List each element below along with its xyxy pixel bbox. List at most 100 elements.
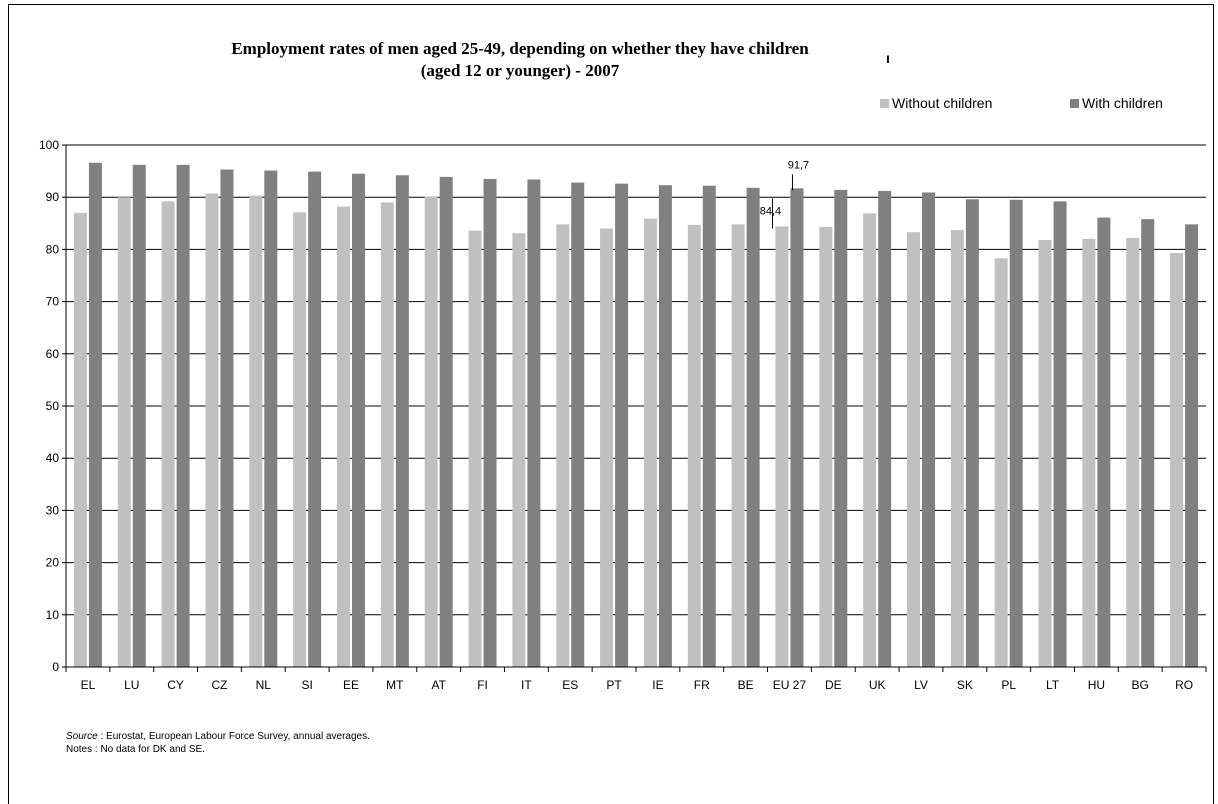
bar-without-ee	[337, 206, 350, 667]
x-tick-label: MT	[386, 678, 404, 692]
bar-without-mt	[380, 202, 394, 668]
bar-with-si	[308, 171, 322, 667]
bar-with-nl	[264, 170, 278, 667]
bar-with-fi	[483, 178, 497, 667]
bar-without-it	[512, 233, 526, 667]
bar-with-lt	[1053, 201, 1067, 667]
bar-without-uk	[863, 213, 877, 667]
bar-without-eu-27	[775, 226, 789, 667]
bar-with-lu	[132, 164, 146, 667]
bar-without-cy	[161, 201, 175, 667]
legend-item-without: Without children	[880, 95, 992, 111]
x-tick-label: EL	[81, 678, 96, 692]
chart-frame	[8, 4, 1214, 804]
x-tick-label: LU	[124, 678, 139, 692]
notes-text: Notes : No data for DK and SE.	[66, 744, 205, 755]
y-tick-label: 40	[46, 451, 60, 465]
stray-mark: ı	[886, 50, 890, 66]
legend-swatch-without	[880, 98, 889, 108]
x-tick-label: SI	[301, 678, 312, 692]
x-tick-label: PT	[606, 678, 622, 692]
source-text: : Eurostat, European Labour Force Survey…	[97, 731, 370, 742]
bar-with-ee	[352, 173, 365, 667]
bar-without-sk	[950, 230, 964, 667]
x-tick-label: SK	[957, 678, 973, 692]
bar-without-el	[73, 212, 87, 668]
bar-without-si	[293, 212, 307, 667]
bar-with-cz	[220, 169, 234, 667]
bar-without-bg	[1126, 237, 1140, 667]
legend-label-without: Without children	[892, 95, 993, 111]
source-label: Source	[66, 731, 98, 742]
x-tick-label: IT	[521, 678, 532, 692]
bar-without-fr	[687, 224, 701, 667]
bar-without-ie	[643, 218, 657, 668]
bar-without-cz	[205, 193, 219, 667]
bar-with-at	[439, 176, 453, 668]
y-tick-label: 100	[39, 138, 59, 152]
x-tick-label: UK	[869, 678, 886, 692]
chart-title: Employment rates of men aged 25-49, depe…	[80, 38, 960, 82]
chart-title-line1: Employment rates of men aged 25-49, depe…	[231, 39, 809, 58]
bar-without-pl	[994, 258, 1008, 667]
y-tick-label: 60	[46, 347, 60, 361]
x-tick-label: DE	[825, 678, 842, 692]
legend-swatch-with	[1070, 98, 1079, 108]
bar-with-eu-27	[790, 188, 804, 668]
x-tick-label: BG	[1132, 678, 1149, 692]
bar-with-lv	[922, 192, 935, 667]
y-tick-label: 70	[46, 295, 60, 309]
bar-without-lv	[907, 232, 920, 667]
x-tick-label: IE	[652, 678, 663, 692]
y-tick-label: 50	[46, 399, 60, 413]
bar-without-de	[819, 226, 833, 668]
chart-title-line2: (aged 12 or younger) - 2007	[420, 61, 620, 80]
x-tick-label: RO	[1175, 678, 1193, 692]
bar-with-el	[88, 162, 102, 668]
y-tick-label: 0	[52, 660, 59, 674]
y-tick-label: 10	[46, 608, 60, 622]
bar-without-lu	[117, 197, 131, 667]
x-tick-label: CZ	[211, 678, 227, 692]
x-tick-label: PL	[1001, 678, 1016, 692]
source-note: Source : Eurostat, European Labour Force…	[66, 730, 370, 756]
bar-with-hu	[1097, 217, 1111, 668]
bar-without-es	[556, 224, 570, 667]
bar-with-de	[834, 189, 848, 667]
y-tick-label: 90	[46, 190, 60, 204]
bar-with-uk	[878, 190, 892, 667]
bar-with-bg	[1141, 219, 1155, 667]
y-tick-label: 30	[46, 503, 60, 517]
bar-with-it	[527, 179, 541, 667]
x-tick-label: HU	[1088, 678, 1105, 692]
bar-with-mt	[395, 175, 409, 667]
bar-with-pl	[1009, 199, 1023, 667]
bar-with-cy	[176, 164, 190, 667]
bar-with-fr	[702, 185, 716, 667]
x-tick-label: LV	[914, 678, 928, 692]
annotation-label: 91,7	[788, 159, 809, 171]
bar-without-nl	[249, 195, 263, 667]
x-tick-label: BE	[738, 678, 754, 692]
x-tick-label: EU 27	[773, 678, 807, 692]
bar-without-at	[424, 196, 438, 668]
x-tick-label: CY	[167, 678, 184, 692]
y-tick-label: 80	[46, 242, 60, 256]
annotation-label: 84,4	[760, 205, 781, 217]
y-tick-label: 20	[46, 556, 60, 570]
x-tick-label: LT	[1046, 678, 1060, 692]
bar-without-pt	[600, 228, 614, 667]
x-tick-label: FR	[694, 678, 710, 692]
bar-without-fi	[468, 230, 482, 667]
bar-without-ro	[1170, 253, 1184, 667]
bar-with-ro	[1185, 224, 1199, 667]
bar-with-ie	[658, 185, 672, 667]
bar-with-pt	[615, 183, 629, 668]
bar-with-be	[746, 187, 760, 667]
x-tick-label: AT	[431, 678, 446, 692]
bar-without-lt	[1038, 240, 1052, 667]
bar-without-be	[731, 224, 745, 667]
bar-without-hu	[1082, 238, 1096, 667]
legend-label-with: With children	[1082, 95, 1163, 111]
